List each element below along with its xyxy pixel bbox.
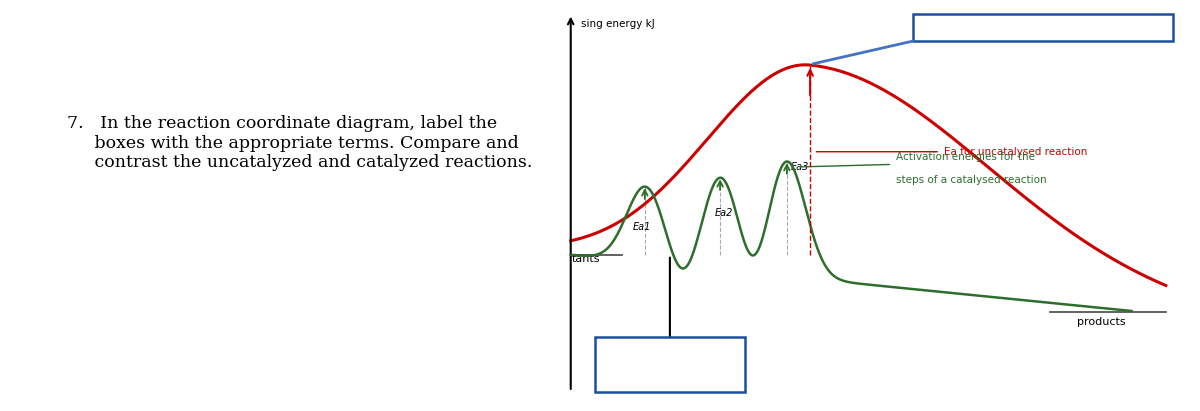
Text: Ea2: Ea2 [714, 208, 733, 219]
Text: products: products [1076, 317, 1126, 327]
Text: Activation energies for the: Activation energies for the [895, 152, 1034, 162]
Text: Ea for uncatalysed reaction: Ea for uncatalysed reaction [943, 147, 1087, 157]
Text: tants: tants [572, 254, 600, 264]
FancyBboxPatch shape [595, 337, 745, 392]
FancyBboxPatch shape [913, 14, 1172, 41]
Text: steps of a catalysed reaction: steps of a catalysed reaction [895, 175, 1046, 185]
Text: Ea1: Ea1 [632, 222, 650, 232]
Text: Ea3: Ea3 [791, 162, 809, 172]
Text: 7.   In the reaction coordinate diagram, label the
     boxes with the appropria: 7. In the reaction coordinate diagram, l… [67, 115, 533, 171]
Text: sing energy kJ: sing energy kJ [581, 19, 655, 29]
